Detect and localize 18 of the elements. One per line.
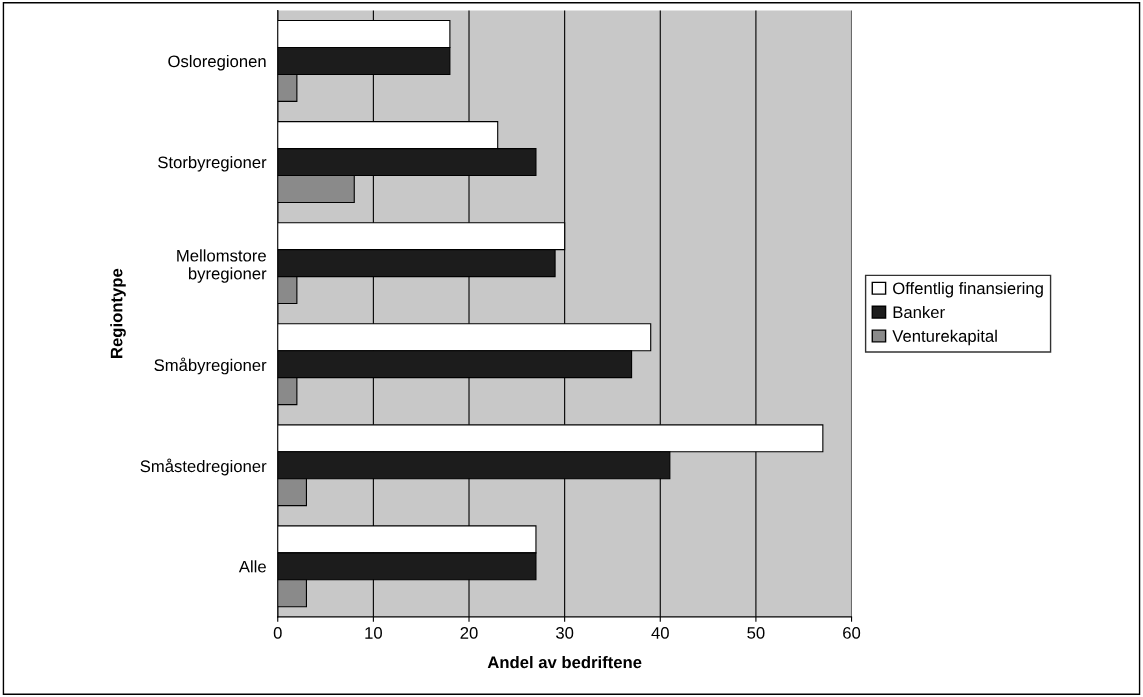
legend-label: Venturekapital	[892, 329, 997, 346]
legend-label: Offentlig finansiering	[893, 282, 1043, 298]
x-tick-label: 30	[556, 627, 574, 639]
x-tick-label: 0	[273, 627, 282, 639]
y-tick-label: Osloregionen	[168, 54, 266, 71]
y-tick-label: Mellomstore byregioner	[177, 249, 267, 283]
x-axis-title: Andel av bedriftene	[487, 655, 642, 669]
y-tick-label: Storbyregioner	[158, 156, 267, 172]
x-tick-label: 20	[460, 627, 478, 639]
y-axis-title: Regiontype	[110, 268, 126, 358]
y-tick-label: Alle	[238, 560, 266, 573]
y-tick-label: Småstedregioner	[140, 458, 267, 476]
x-tick-label: 10	[365, 627, 382, 639]
legend-label: Banker	[893, 305, 945, 319]
y-tick-label: Småbyregioner	[154, 357, 267, 375]
x-tick-label: 50	[747, 627, 765, 639]
x-tick-label: 60	[843, 627, 861, 639]
x-tick-label: 40	[651, 627, 669, 639]
